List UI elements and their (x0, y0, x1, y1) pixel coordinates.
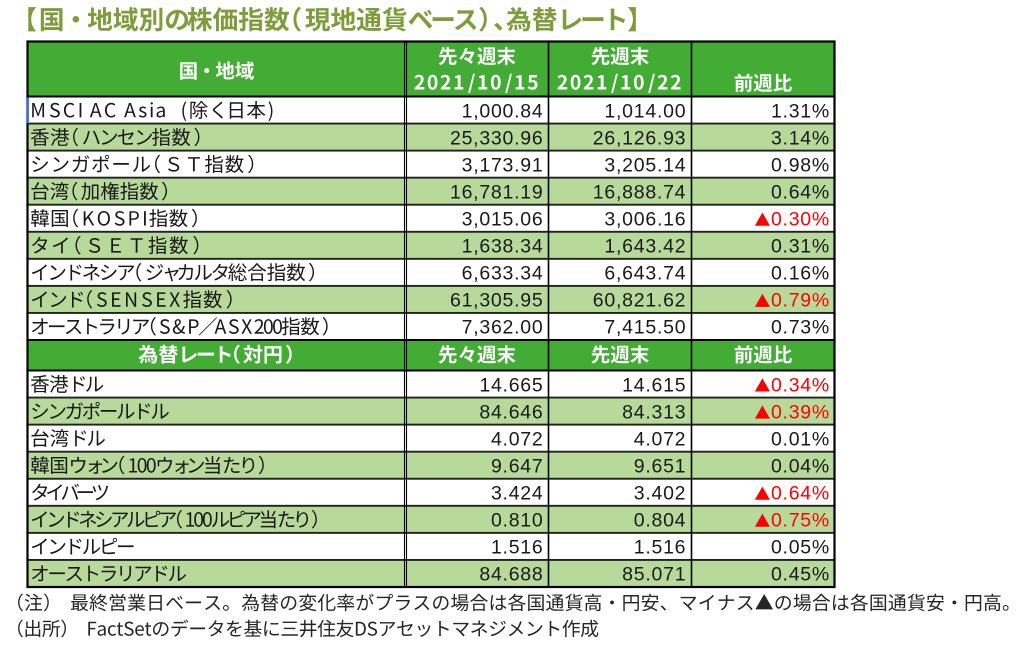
svg-text:26,126.93: 26,126.93 (593, 127, 687, 149)
svg-text:3,173.91: 3,173.91 (462, 154, 544, 176)
svg-text:0.01%: 0.01% (771, 428, 830, 450)
svg-text:0.45%: 0.45% (771, 564, 830, 586)
svg-text:16,781.19: 16,781.19 (450, 182, 544, 204)
svg-text:3.14%: 3.14% (771, 127, 830, 149)
svg-text:0.05%: 0.05% (771, 537, 830, 559)
svg-text:84.646: 84.646 (479, 401, 543, 423)
svg-text:61,305.95: 61,305.95 (450, 290, 544, 312)
svg-text:85.071: 85.071 (622, 564, 686, 586)
svg-text:0.73%: 0.73% (771, 317, 830, 339)
svg-text:3,015.06: 3,015.06 (462, 209, 544, 231)
svg-text:1.516: 1.516 (634, 537, 687, 559)
svg-text:84.688: 84.688 (479, 564, 543, 586)
svg-text:3,006.16: 3,006.16 (604, 209, 686, 231)
svg-text:4.072: 4.072 (491, 428, 544, 450)
svg-text:0.31%: 0.31% (771, 236, 830, 258)
svg-text:60,821.62: 60,821.62 (593, 290, 687, 312)
svg-text:7,415.50: 7,415.50 (604, 317, 686, 339)
svg-text:0.16%: 0.16% (771, 263, 830, 285)
svg-text:1.31%: 1.31% (771, 100, 830, 122)
svg-text:1,643.42: 1,643.42 (604, 236, 686, 258)
svg-text:14.615: 14.615 (622, 374, 686, 396)
svg-text:0.30%: 0.30% (771, 209, 830, 231)
svg-text:25,330.96: 25,330.96 (450, 127, 544, 149)
svg-text:1.516: 1.516 (491, 537, 544, 559)
svg-text:4.072: 4.072 (634, 428, 687, 450)
svg-text:0.98%: 0.98% (771, 154, 830, 176)
svg-text:0.34%: 0.34% (771, 374, 830, 396)
svg-text:0.810: 0.810 (491, 510, 544, 532)
svg-text:1,000.84: 1,000.84 (462, 100, 544, 122)
svg-text:0.64%: 0.64% (771, 182, 830, 204)
svg-text:7,362.00: 7,362.00 (462, 317, 544, 339)
svg-text:0.79%: 0.79% (771, 290, 830, 312)
svg-text:9.651: 9.651 (634, 456, 687, 478)
svg-text:6,643.74: 6,643.74 (604, 263, 686, 285)
svg-text:3.424: 3.424 (491, 483, 544, 505)
svg-text:84.313: 84.313 (622, 401, 686, 423)
svg-text:0.804: 0.804 (634, 510, 687, 532)
svg-text:3.402: 3.402 (634, 483, 687, 505)
svg-text:6,633.34: 6,633.34 (462, 263, 544, 285)
svg-text:0.39%: 0.39% (771, 401, 830, 423)
svg-text:3,205.14: 3,205.14 (604, 154, 686, 176)
svg-text:16,888.74: 16,888.74 (593, 182, 687, 204)
svg-text:0.64%: 0.64% (771, 483, 830, 505)
svg-text:0.04%: 0.04% (771, 456, 830, 478)
svg-text:9.647: 9.647 (491, 456, 544, 478)
svg-text:1,638.34: 1,638.34 (462, 236, 544, 258)
svg-text:0.75%: 0.75% (771, 510, 830, 532)
svg-text:1,014.00: 1,014.00 (604, 100, 686, 122)
svg-text:14.665: 14.665 (479, 374, 543, 396)
